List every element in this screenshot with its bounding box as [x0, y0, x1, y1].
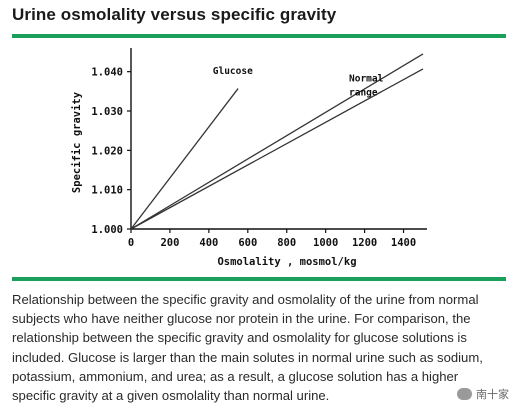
series-line-3	[130, 68, 424, 230]
watermark-text: 南十家	[476, 388, 509, 401]
y-tick-label: 1.040	[91, 67, 123, 79]
x-tick-label: 1000	[313, 237, 338, 249]
x-axis-label: Osmolality , mosmol/kg	[217, 256, 356, 268]
x-tick-label: 200	[160, 237, 179, 249]
chart-annotations: Glucose Normal range	[213, 66, 384, 98]
y-axis-label: Specific gravity	[71, 91, 83, 193]
chat-bubble-icon	[457, 388, 472, 400]
x-tick-label: 1200	[352, 237, 377, 249]
chart-axes	[130, 48, 427, 230]
series-line-2	[130, 53, 424, 230]
y-tick-label: 1.020	[91, 145, 123, 157]
x-tick-label: 0	[128, 237, 134, 249]
chart-canvas: 1.000 1.010 1.020 1.030 1.040 0 200 400 600 800 10…	[71, 48, 427, 268]
chart-ticks: 1.000 1.010 1.020 1.030 1.040 0 200 400 600 800 10…	[91, 67, 416, 249]
bottom-divider	[12, 277, 506, 281]
x-tick-label: 600	[238, 237, 257, 249]
figure-caption: Relationship between the specific gravit…	[12, 292, 483, 404]
watermark: 南十家	[457, 386, 509, 402]
chart-title: Urine osmolality versus specific gravity	[12, 5, 337, 24]
y-tick-label: 1.030	[91, 106, 123, 118]
x-tick-label: 800	[277, 237, 296, 249]
y-tick-label: 1.000	[91, 224, 123, 236]
annotation-label: Glucose	[213, 66, 253, 77]
series-line-1	[130, 88, 239, 230]
annotation-label: Normal	[349, 74, 384, 85]
y-tick-label: 1.010	[91, 185, 123, 197]
top-divider	[12, 34, 506, 38]
chart-series	[130, 53, 424, 230]
annotation-label: range	[349, 87, 378, 98]
x-tick-label: 1400	[391, 237, 416, 249]
x-tick-label: 400	[199, 237, 218, 249]
